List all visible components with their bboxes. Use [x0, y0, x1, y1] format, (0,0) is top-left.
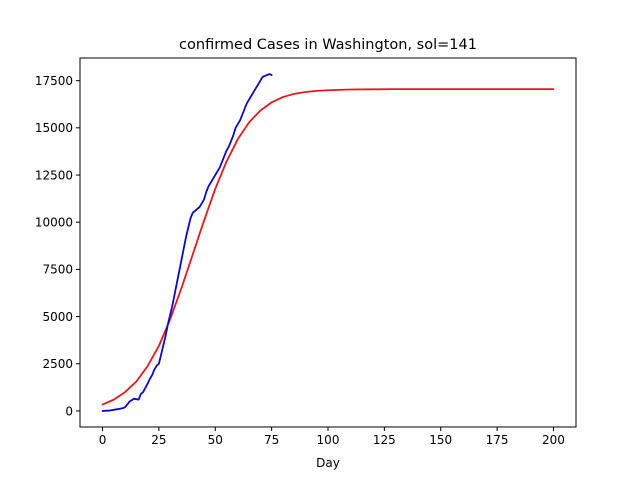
y-tick-label: 12500	[35, 168, 73, 182]
y-tick-label: 2500	[42, 357, 73, 371]
x-tick-label: 150	[429, 433, 452, 447]
x-tick-label: 175	[486, 433, 509, 447]
y-tick-label: 0	[65, 404, 73, 418]
chart-title: confirmed Cases in Washington, sol=141	[179, 37, 477, 53]
y-tick-label: 7500	[42, 263, 73, 277]
y-tick-label: 10000	[35, 216, 73, 230]
x-tick-label: 200	[542, 433, 565, 447]
series-layer	[101, 73, 555, 412]
y-tick-label: 5000	[42, 310, 73, 324]
x-axis: 0 25 50 75 100 125 150 175 200	[99, 427, 565, 447]
x-tick-label: 100	[317, 433, 340, 447]
x-tick-label: 75	[264, 433, 279, 447]
x-axis-label: Day	[316, 456, 340, 470]
y-axis: 0 2500 5000 7500 10000 12500 15000 17500	[35, 74, 80, 418]
x-tick-label: 50	[208, 433, 223, 447]
y-tick-label: 15000	[35, 121, 73, 135]
x-tick-label: 0	[99, 433, 107, 447]
observed-series-line	[101, 73, 273, 412]
x-tick-label: 25	[151, 433, 166, 447]
y-tick-label: 17500	[35, 74, 73, 88]
fitted-series-line	[101, 88, 555, 406]
x-tick-label: 125	[373, 433, 396, 447]
